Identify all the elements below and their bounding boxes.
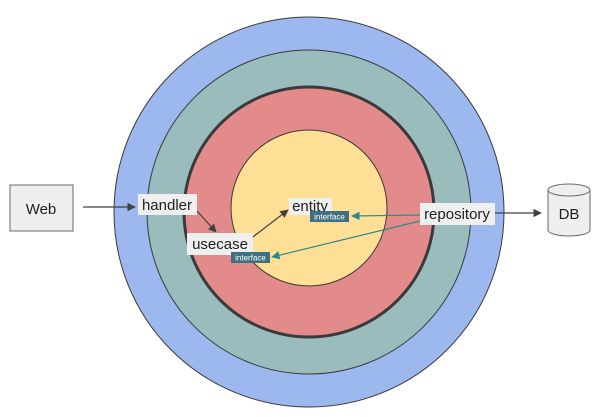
repository-to-entity-interface-arrow — [351, 211, 421, 221]
web-box — [9, 184, 74, 232]
usecase-to-entity-arrow — [248, 209, 289, 241]
db-cylinder-body — [547, 190, 591, 237]
handler-label-bg — [138, 194, 197, 215]
entity-interface-tag: interface — [314, 213, 345, 222]
handler-label: handler — [142, 197, 192, 214]
db-node: DB — [547, 183, 591, 237]
entity-node: entity interface — [289, 198, 349, 222]
handler-node: handler — [138, 194, 197, 215]
usecase-label: usecase — [192, 236, 248, 253]
usecase-label-bg — [187, 233, 253, 255]
web-label: Web — [26, 201, 57, 218]
entity-label: entity — [292, 198, 328, 215]
entity-label-bg — [289, 198, 332, 215]
db-cylinder-top — [547, 183, 591, 197]
repository-label-bg — [420, 203, 495, 225]
entity-interface-tag-bg — [310, 211, 349, 222]
usecase-node: usecase interface — [187, 233, 270, 263]
repository-to-usecase-interface-arrow — [271, 220, 421, 260]
handler-to-usecase-arrow — [196, 210, 217, 233]
repository-node: repository — [420, 203, 495, 225]
usecase-interface-tag-bg — [231, 252, 270, 263]
repository-label: repository — [424, 206, 490, 223]
web-node: Web — [9, 184, 74, 232]
db-label: DB — [559, 206, 580, 223]
usecase-interface-tag: interface — [235, 254, 266, 263]
